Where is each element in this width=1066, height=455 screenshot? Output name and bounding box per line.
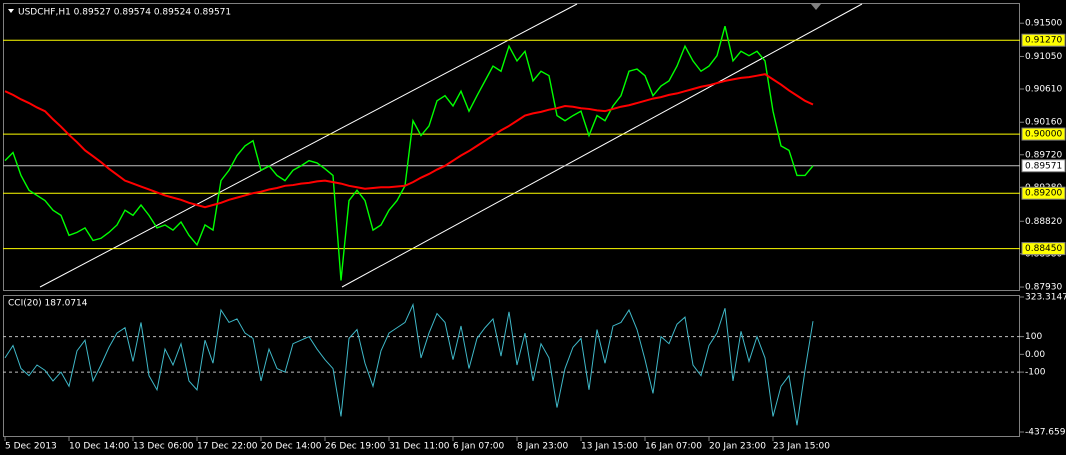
- x-tick-label: 31 Dec 11:00: [389, 442, 450, 452]
- menu-arrow: [8, 9, 14, 13]
- x-tick-label: 8 Jan 23:00: [517, 442, 569, 452]
- y-tick-label: 0.87930: [1025, 283, 1062, 293]
- x-tick-label: 20 Dec 14:00: [261, 442, 322, 452]
- y-tick-label: 0.90160: [1025, 118, 1062, 128]
- series-line: [4, 73, 814, 209]
- y-tick-label: 0.91500: [1025, 19, 1062, 29]
- y-tick-label: 323.3147: [1025, 293, 1066, 303]
- x-tick-label: 13 Jan 15:00: [581, 442, 638, 452]
- x-tick-label: 13 Dec 06:00: [133, 442, 194, 452]
- price-panel-frame: [3, 3, 1020, 291]
- shift-marker: [811, 4, 821, 10]
- level-label-box: [1021, 186, 1066, 200]
- level-label-box: [1021, 127, 1066, 141]
- level-label-box: [1021, 33, 1066, 47]
- level-label: 0.91270: [1025, 36, 1062, 46]
- series-line: [4, 25, 814, 281]
- channel-line: [341, 3, 863, 288]
- level-label-box: [1021, 242, 1066, 256]
- level-label: 0.90000: [1025, 130, 1062, 140]
- y-tick-label: -437.6593: [1025, 428, 1066, 438]
- y-tick-label: 0.88820: [1025, 217, 1062, 227]
- cci-title: CCI(20) 187.0714: [8, 299, 88, 309]
- x-tick-label: 16 Jan 07:00: [645, 442, 702, 452]
- level-label: 0.89200: [1025, 189, 1062, 199]
- x-tick-label: 26 Dec 19:00: [325, 442, 386, 452]
- x-tick-label: 6 Jan 07:00: [453, 442, 505, 452]
- y-tick-label: 0.91050: [1025, 52, 1062, 62]
- x-tick-label: 5 Dec 2013: [5, 442, 57, 452]
- x-tick-label: 10 Dec 14:00: [69, 442, 130, 452]
- y-tick-label: 0.90610: [1025, 84, 1062, 94]
- level-label-box: [1021, 159, 1066, 173]
- cci-panel-frame: [3, 295, 1020, 437]
- y-tick-label: -100: [1025, 368, 1046, 378]
- channel-line: [39, 3, 578, 288]
- y-tick-label: 0.00: [1025, 350, 1045, 360]
- level-label: 0.89571: [1025, 161, 1062, 171]
- y-tick-label: 100: [1025, 332, 1042, 342]
- y-tick-label: 0.89720: [1025, 150, 1062, 160]
- x-tick-label: 23 Jan 15:00: [773, 442, 830, 452]
- chart-title: USDCHF,H1 0.89527 0.89574 0.89524 0.8957…: [18, 8, 231, 18]
- series-line: [4, 302, 814, 426]
- x-tick-label: 17 Dec 22:00: [197, 442, 258, 452]
- x-tick-label: 20 Jan 23:00: [709, 442, 766, 452]
- level-label: 0.88450: [1025, 244, 1062, 254]
